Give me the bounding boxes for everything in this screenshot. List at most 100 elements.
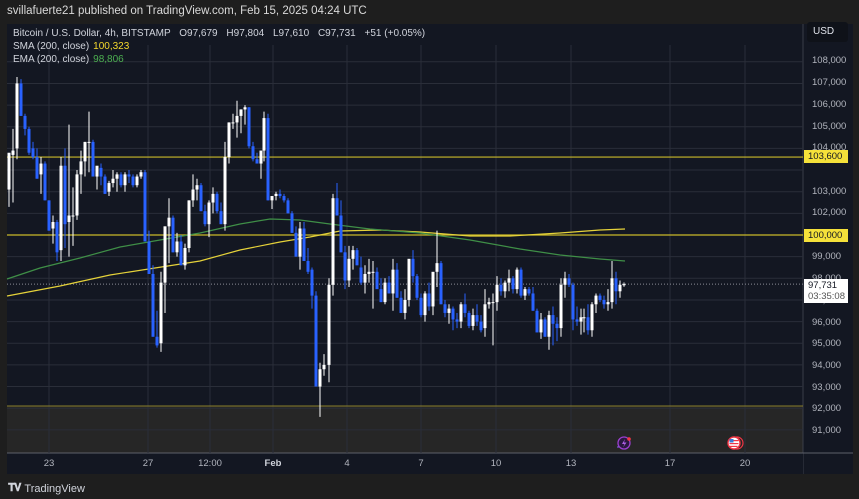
bull-candle (227, 122, 231, 158)
bull-candle (322, 364, 326, 370)
ema-line (6, 218, 626, 280)
bull-candle (211, 193, 215, 203)
bear-candle (531, 293, 535, 311)
bear-candle (23, 115, 27, 129)
price-label: 102,000 (812, 207, 847, 218)
ema-label: EMA (200, close) (13, 54, 90, 65)
price-label: 99,000 (812, 251, 842, 262)
bear-candle (155, 336, 159, 346)
bull-candle (239, 109, 243, 116)
bear-candle (151, 273, 155, 337)
tradingview-logo-icon: 𝐓𝐕 (8, 482, 21, 494)
bull-candle (403, 299, 407, 313)
bull-candle (622, 284, 626, 286)
bull-candle (274, 193, 278, 197)
bear-candle (278, 193, 282, 197)
published-by-line: svillafuerte21 published on TradingView.… (7, 5, 367, 17)
bear-candle (439, 263, 443, 305)
bull-candle (79, 161, 83, 175)
bull-candle (459, 304, 463, 322)
bull-candle (371, 271, 375, 273)
bear-candle (143, 172, 147, 242)
bear-candle (290, 213, 294, 233)
bull-candle (235, 115, 239, 123)
price-label: 107,000 (812, 77, 847, 88)
bull-candle (383, 282, 387, 303)
bull-candle (262, 118, 266, 151)
bear-candle (519, 269, 523, 296)
bull-candle (391, 269, 395, 294)
bear-candle (395, 269, 399, 298)
bear-candle (343, 252, 347, 281)
time-label: 27 (142, 458, 154, 469)
bear-candle (614, 278, 618, 292)
bear-candle (359, 267, 363, 283)
bear-candle (543, 319, 547, 337)
bull-candle (606, 302, 610, 305)
earnings-event-icon[interactable] (614, 435, 634, 451)
bear-candle (43, 163, 47, 201)
bear-candle (411, 258, 415, 277)
price-label: 96,000 (812, 317, 842, 328)
time-label: 4 (344, 458, 350, 469)
bull-candle (407, 258, 411, 300)
price-label: 106,000 (812, 99, 847, 110)
bear-candle (586, 317, 590, 331)
ema-legend-row[interactable]: EMA (200, close) 98,806 (13, 53, 425, 66)
bear-candle (103, 176, 107, 194)
bear-candle (379, 289, 383, 303)
symbol-name[interactable]: Bitcoin / U.S. Dollar, 4h, BITSTAMP (13, 28, 171, 39)
bull-candle (327, 284, 331, 365)
tradingview-wordmark: TradingView (24, 482, 85, 495)
bull-candle (51, 222, 55, 229)
chart-legend: Bitcoin / U.S. Dollar, 4h, BITSTAMP O97,… (13, 27, 425, 66)
bear-candle (527, 289, 531, 294)
bull-candle (559, 284, 563, 329)
sma-label: SMA (200, close) (13, 41, 90, 52)
bull-candle (67, 215, 71, 223)
bull-candle (175, 241, 179, 253)
time-label-month: Feb (264, 458, 282, 469)
bull-candle (347, 258, 351, 281)
ohlc-low: L97,610 (273, 28, 310, 39)
bull-candle (563, 278, 567, 285)
bull-candle (187, 200, 191, 248)
symbol-line: Bitcoin / U.S. Dollar, 4h, BITSTAMP O97,… (13, 27, 425, 40)
bear-candle (602, 299, 606, 305)
bar-countdown: 03:35:08 (808, 291, 845, 302)
price-label: 91,000 (812, 425, 842, 436)
price-tag-103600: 103,600 (804, 150, 848, 163)
price-label: 104,000 (812, 142, 847, 153)
bear-candle (399, 297, 403, 313)
bear-candle (571, 284, 575, 320)
bear-candle (575, 319, 579, 322)
bull-candle (163, 226, 167, 283)
bear-candle (467, 312, 471, 326)
price-tag-100000: 100,000 (804, 229, 848, 242)
bull-candle (135, 176, 139, 186)
bull-candle (503, 282, 507, 292)
us-economic-event-icon[interactable] (722, 435, 746, 451)
currency-button[interactable]: USD (807, 22, 848, 42)
bull-candle (111, 178, 115, 184)
bear-candle (463, 304, 467, 313)
bull-candle (590, 304, 594, 331)
bull-candle (495, 284, 499, 303)
bear-candle (375, 271, 379, 290)
bull-candle (83, 141, 87, 162)
bull-candle (523, 289, 527, 296)
bear-candle (219, 211, 223, 225)
time-label: 23 (43, 458, 55, 469)
price-label: 92,000 (812, 403, 842, 414)
bull-candle (579, 317, 583, 322)
price-label: 93,000 (812, 382, 842, 393)
time-label: 17 (664, 458, 676, 469)
bear-candle (455, 319, 459, 322)
sma-legend-row[interactable]: SMA (200, close) 100,323 (13, 40, 425, 53)
tradingview-branding[interactable]: 𝐓𝐕 TradingView (8, 482, 85, 495)
bear-candle (511, 278, 515, 290)
bear-candle (310, 269, 314, 296)
ohlc-high: H97,804 (226, 28, 265, 39)
bear-candle (415, 276, 419, 298)
